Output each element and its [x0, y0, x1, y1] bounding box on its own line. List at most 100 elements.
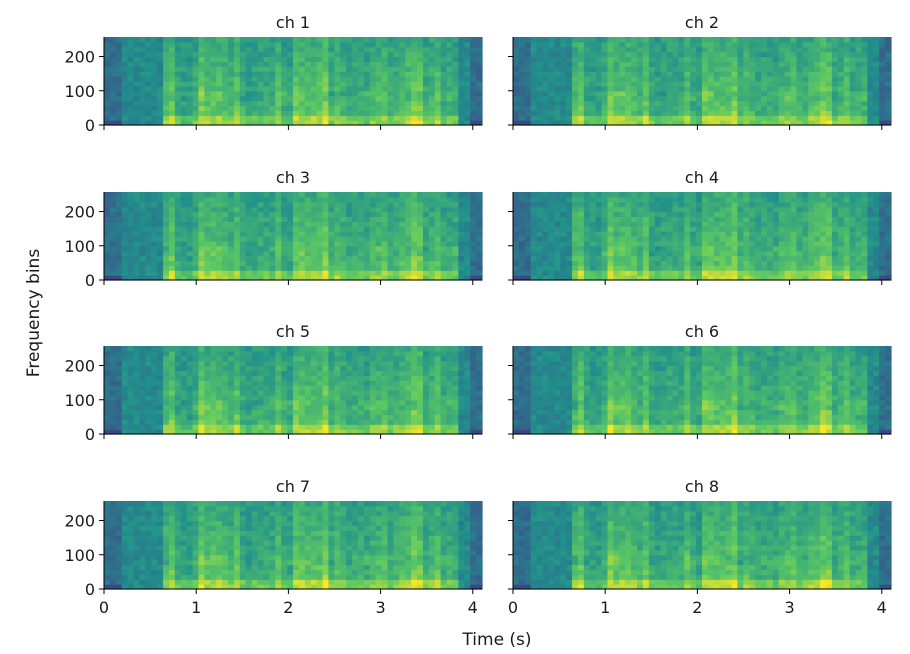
- heatmap-cell: [542, 206, 550, 213]
- heatmap-cell: [393, 71, 400, 77]
- heatmap-cell: [642, 100, 650, 107]
- heatmap-cell: [530, 250, 538, 257]
- heatmap-cell: [269, 255, 276, 262]
- heatmap-cell: [464, 250, 471, 257]
- heatmap-cell: [761, 270, 768, 276]
- heatmap-cell: [566, 100, 573, 107]
- heatmap-cell: [577, 216, 585, 222]
- heatmap-cell: [572, 120, 579, 126]
- heatmap-cell: [275, 56, 282, 63]
- heatmap-cell: [464, 105, 471, 111]
- heatmap-cell: [554, 250, 561, 257]
- heatmap-cell: [121, 211, 129, 218]
- heatmap-cell: [115, 424, 123, 430]
- heatmap-cell: [713, 66, 721, 72]
- heatmap-cell: [678, 41, 685, 48]
- heatmap-cell: [222, 221, 229, 227]
- heatmap-cell: [198, 355, 206, 362]
- heatmap-cell: [772, 46, 780, 53]
- heatmap-cell: [346, 81, 353, 87]
- heatmap-cell: [855, 115, 863, 121]
- heatmap-cell: [470, 206, 477, 213]
- heatmap-cell: [417, 265, 424, 271]
- heatmap-cell: [375, 221, 383, 227]
- heatmap-cell: [381, 270, 389, 276]
- heatmap-cell: [275, 192, 282, 198]
- heatmap-cell: [346, 115, 353, 121]
- heatmap-cell: [180, 275, 188, 281]
- heatmap-cell: [121, 250, 129, 257]
- heatmap-cell: [831, 85, 839, 92]
- heatmap-cell: [381, 100, 389, 107]
- heatmap-cell: [417, 221, 424, 227]
- heatmap-cell: [583, 250, 591, 257]
- heatmap-cell: [684, 192, 691, 198]
- heatmap-cell: [743, 245, 750, 252]
- heatmap-cell: [831, 95, 839, 102]
- heatmap-cell: [157, 385, 164, 391]
- heatmap-cell: [577, 192, 585, 198]
- heatmap-cell: [316, 192, 324, 198]
- heatmap-cell: [784, 211, 792, 218]
- heatmap-cell: [560, 51, 567, 58]
- heatmap-cell: [216, 66, 223, 72]
- heatmap-cell: [855, 250, 863, 257]
- heatmap-cell: [287, 211, 294, 218]
- heatmap-cell: [210, 206, 217, 213]
- heatmap-cell: [298, 76, 306, 82]
- heatmap-cell: [766, 245, 774, 252]
- heatmap-cell: [163, 370, 170, 376]
- heatmap-cell: [595, 105, 603, 111]
- heatmap-cell: [287, 41, 294, 48]
- heatmap-cell: [263, 216, 270, 222]
- heatmap-cell: [216, 250, 223, 257]
- heatmap-cell: [352, 76, 359, 82]
- heatmap-cell: [737, 211, 744, 218]
- heatmap-cell: [554, 236, 561, 242]
- heatmap-cell: [814, 265, 821, 271]
- heatmap-cell: [784, 41, 792, 48]
- heatmap-cell: [104, 250, 111, 257]
- heatmap-cell: [174, 211, 182, 218]
- heatmap-cell: [885, 71, 892, 77]
- heatmap-cell: [843, 95, 851, 102]
- heatmap-cell: [233, 90, 241, 97]
- heatmap-cell: [631, 81, 638, 87]
- heatmap-cell: [849, 221, 857, 227]
- heatmap-cell: [826, 100, 833, 107]
- heatmap-cell: [601, 41, 609, 48]
- heatmap-cell: [192, 61, 200, 67]
- heatmap-cell: [180, 399, 188, 406]
- heatmap-cell: [168, 429, 176, 435]
- heatmap-cell: [133, 250, 141, 257]
- heatmap-cell: [228, 105, 235, 111]
- heatmap-cell: [310, 61, 318, 67]
- heatmap-cell: [334, 105, 341, 111]
- heatmap-cell: [743, 90, 750, 97]
- heatmap-cell: [470, 196, 477, 203]
- heatmap-cell: [802, 90, 809, 97]
- heatmap-cell: [743, 120, 750, 126]
- heatmap-cell: [737, 66, 744, 72]
- heatmap-cell: [180, 360, 188, 367]
- heatmap-cell: [766, 231, 774, 237]
- heatmap-cell: [690, 120, 697, 126]
- heatmap-cell: [180, 201, 188, 208]
- heatmap-cell: [802, 236, 809, 242]
- heatmap-cell: [228, 236, 235, 242]
- heatmap-cell: [802, 255, 809, 262]
- heatmap-cell: [530, 51, 538, 58]
- heatmap-cell: [369, 275, 377, 281]
- heatmap-cell: [422, 270, 430, 276]
- heatmap-cell: [381, 250, 389, 257]
- heatmap-cell: [458, 95, 465, 102]
- heatmap-cell: [820, 275, 827, 281]
- heatmap-cell: [731, 51, 739, 58]
- heatmap-cell: [228, 110, 235, 116]
- heatmap-cell: [761, 61, 768, 67]
- heatmap-cell: [375, 196, 383, 203]
- heatmap-cell: [298, 110, 306, 116]
- heatmap-cell: [263, 250, 270, 257]
- heatmap-cell: [393, 255, 400, 262]
- heatmap-cell: [104, 399, 111, 406]
